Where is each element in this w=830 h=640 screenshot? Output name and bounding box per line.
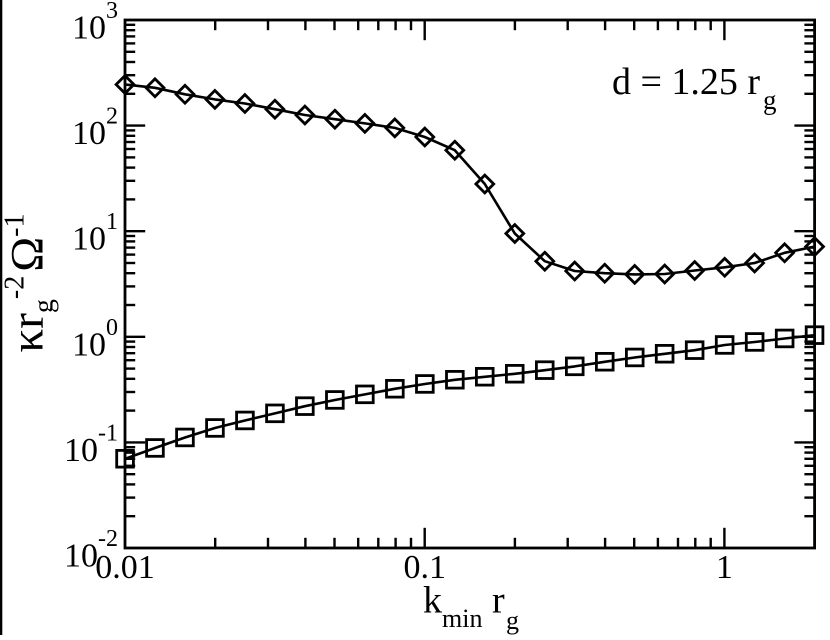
svg-text:0.01: 0.01: [95, 549, 155, 586]
svg-text:10: 10: [72, 115, 106, 152]
svg-text:10: 10: [64, 538, 98, 575]
svg-text:k: k: [423, 580, 442, 622]
svg-text:10: 10: [72, 10, 106, 47]
svg-text:-1: -1: [98, 420, 118, 446]
svg-text:10: 10: [72, 326, 106, 363]
svg-text:g: g: [763, 85, 777, 115]
svg-text:1: 1: [106, 209, 118, 235]
svg-text:10: 10: [64, 432, 98, 469]
svg-text:10: 10: [72, 221, 106, 258]
svg-text:g: g: [506, 606, 519, 635]
svg-text:-2: -2: [98, 526, 118, 552]
svg-text:0.1: 0.1: [403, 549, 446, 586]
svg-text:0: 0: [106, 315, 118, 341]
svg-text:3: 3: [106, 0, 118, 24]
svg-text:r: r: [492, 580, 505, 622]
svg-text:min: min: [442, 604, 482, 633]
svg-text:1: 1: [716, 549, 733, 586]
svg-text:2: 2: [106, 104, 118, 130]
svg-text:d = 1.25 r: d = 1.25 r: [612, 61, 760, 103]
